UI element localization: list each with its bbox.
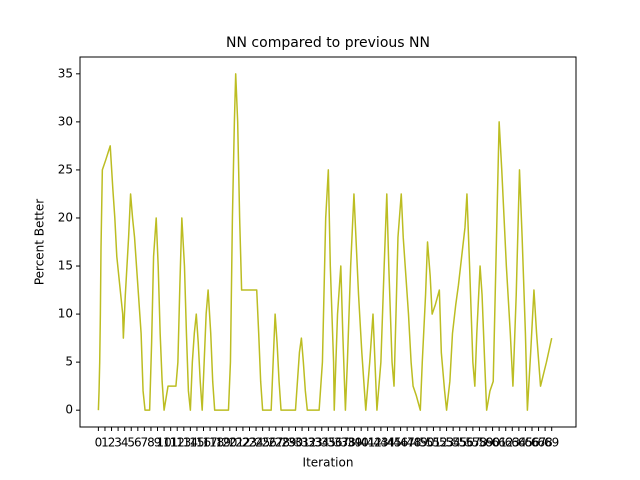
x-tick-label: 33 (308, 436, 323, 450)
x-tick-label: 47 (400, 436, 415, 450)
y-tick-label: 35 (58, 66, 73, 80)
y-axis-label: Percent Better (33, 199, 47, 285)
x-tick-label: 21 (229, 436, 244, 450)
x-tick-label: 32 (301, 436, 316, 450)
x-tick-label: 28 (275, 436, 290, 450)
x-tick-label: 38 (340, 436, 355, 450)
x-tick-label: 22 (235, 436, 250, 450)
x-tick-label: 48 (406, 436, 421, 450)
x-tick-label: 14 (183, 436, 198, 450)
x-tick-label: 58 (472, 436, 487, 450)
x-tick-label: 43 (373, 436, 388, 450)
x-tick-label: 17 (202, 436, 217, 450)
x-tick-label: 19 (216, 436, 231, 450)
x-tick-label: 9 (154, 436, 162, 450)
y-tick-label: 30 (58, 114, 73, 128)
x-tick-label: 69 (544, 436, 559, 450)
x-tick-label: 6 (134, 436, 142, 450)
x-tick-label: 54 (446, 436, 461, 450)
x-tick-label: 35 (321, 436, 336, 450)
x-tick-label: 8 (147, 436, 155, 450)
x-tick-label: 62 (498, 436, 513, 450)
x-tick-label: 68 (537, 436, 552, 450)
x-tick-label: 56 (459, 436, 474, 450)
x-tick-label: 24 (248, 436, 263, 450)
x-tick-label: 40 (354, 436, 369, 450)
x-tick-label: 15 (189, 436, 204, 450)
x-tick-label: 52 (432, 436, 447, 450)
x-tick-label: 64 (511, 436, 526, 450)
x-tick-label: 3 (114, 436, 122, 450)
x-tick-label: 39 (347, 436, 362, 450)
y-tick-label: 10 (58, 307, 73, 321)
y-tick-label: 25 (58, 162, 73, 176)
x-tick-label: 29 (281, 436, 296, 450)
x-tick-label: 46 (393, 436, 408, 450)
x-tick-label: 36 (327, 436, 342, 450)
x-tick-label: 59 (478, 436, 493, 450)
y-tick-label: 15 (58, 259, 73, 273)
x-tick-label: 1 (101, 436, 109, 450)
x-tick-label: 45 (386, 436, 401, 450)
x-tick-label: 41 (360, 436, 375, 450)
x-tick-label: 11 (163, 436, 178, 450)
x-tick-label: 5 (127, 436, 135, 450)
x-tick-label: 57 (465, 436, 480, 450)
y-tick-label: 20 (58, 210, 73, 224)
x-tick-label: 37 (334, 436, 349, 450)
x-tick-label: 50 (419, 436, 434, 450)
x-tick-label: 16 (196, 436, 211, 450)
x-tick-label: 13 (176, 436, 191, 450)
x-tick-label: 18 (209, 436, 224, 450)
x-tick-label: 23 (242, 436, 257, 450)
x-tick-label: 27 (268, 436, 283, 450)
y-tick-label: 0 (65, 403, 73, 417)
x-tick-label: 26 (262, 436, 277, 450)
x-tick-label: 2 (108, 436, 116, 450)
x-tick-label: 12 (170, 436, 185, 450)
x-tick-label: 65 (518, 436, 533, 450)
x-tick-label: 55 (452, 436, 467, 450)
x-tick-label: 20 (222, 436, 237, 450)
x-tick-label: 4 (121, 436, 129, 450)
x-tick-label: 53 (439, 436, 454, 450)
x-tick-label: 25 (255, 436, 270, 450)
x-tick-label: 31 (294, 436, 309, 450)
y-tick-label: 5 (65, 355, 73, 369)
x-tick-label: 34 (314, 436, 329, 450)
x-tick-label: 51 (426, 436, 441, 450)
x-tick-label: 42 (367, 436, 382, 450)
x-tick-label: 61 (491, 436, 506, 450)
x-tick-label: 30 (288, 436, 303, 450)
x-tick-label: 67 (531, 436, 546, 450)
x-tick-label: 49 (413, 436, 428, 450)
x-tick-label: 60 (485, 436, 500, 450)
chart-title: NN compared to previous NN (226, 35, 430, 51)
x-tick-label: 0 (95, 436, 103, 450)
axes-frame (79, 56, 577, 428)
x-tick-label: 66 (524, 436, 539, 450)
x-tick-label: 10 (156, 436, 171, 450)
x-tick-label: 63 (505, 436, 520, 450)
line-series (97, 73, 553, 411)
x-axis-label: Iteration (303, 456, 354, 470)
x-tick-label: 44 (380, 436, 395, 450)
x-tick-label: 7 (141, 436, 149, 450)
